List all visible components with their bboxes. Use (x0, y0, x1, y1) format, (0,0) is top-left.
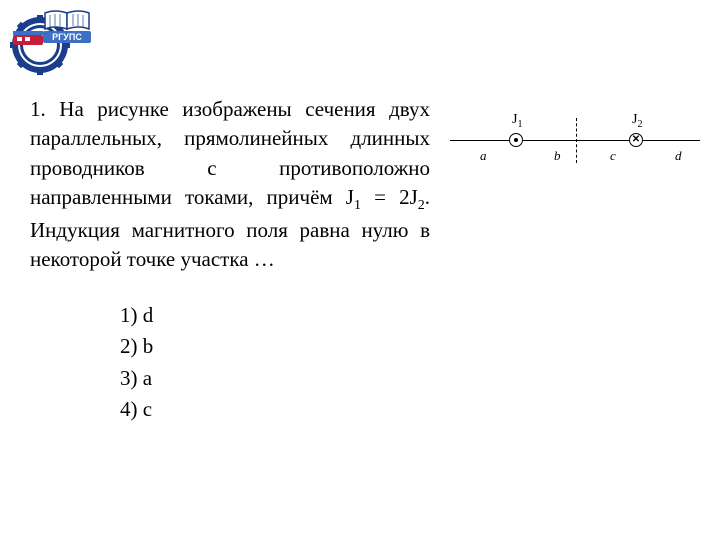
subscript-1: 1 (354, 198, 361, 213)
svg-text:РГУПС: РГУПС (52, 32, 82, 42)
segment-label-c: c (610, 148, 616, 164)
subscript-2: 2 (418, 198, 425, 213)
problem-number: 1. (30, 97, 46, 121)
j1-sub: 1 (517, 119, 522, 130)
wire-label-j1: J1 (512, 112, 522, 130)
answer-2: 2) b (120, 331, 430, 363)
j2-sub: 2 (637, 119, 642, 130)
center-dashed-line (576, 118, 577, 163)
segment-label-d: d (675, 148, 682, 164)
segment-label-a: a (480, 148, 487, 164)
answer-options: 1) d 2) b 3) a 4) c (120, 300, 430, 426)
segment-label-b: b (554, 148, 561, 164)
dot-icon (514, 138, 518, 142)
answer-3: 3) a (120, 363, 430, 395)
axis-line (450, 140, 700, 141)
wire-2-into-page: ✕ (629, 133, 643, 147)
answer-4: 4) c (120, 394, 430, 426)
wire-1-out-of-page (509, 133, 523, 147)
problem-text: 1. На рисунке изображены сечения двух па… (30, 95, 430, 275)
cross-icon: ✕ (632, 135, 640, 145)
problem-text-p2: = 2J (361, 185, 418, 209)
answer-1: 1) d (120, 300, 430, 332)
wire-label-j2: J2 (632, 112, 642, 130)
university-logo: РГУПС (5, 5, 95, 75)
problem-content: 1. На рисунке изображены сечения двух па… (30, 95, 430, 426)
physics-diagram: J1 J2 ✕ a b c d (450, 100, 700, 180)
